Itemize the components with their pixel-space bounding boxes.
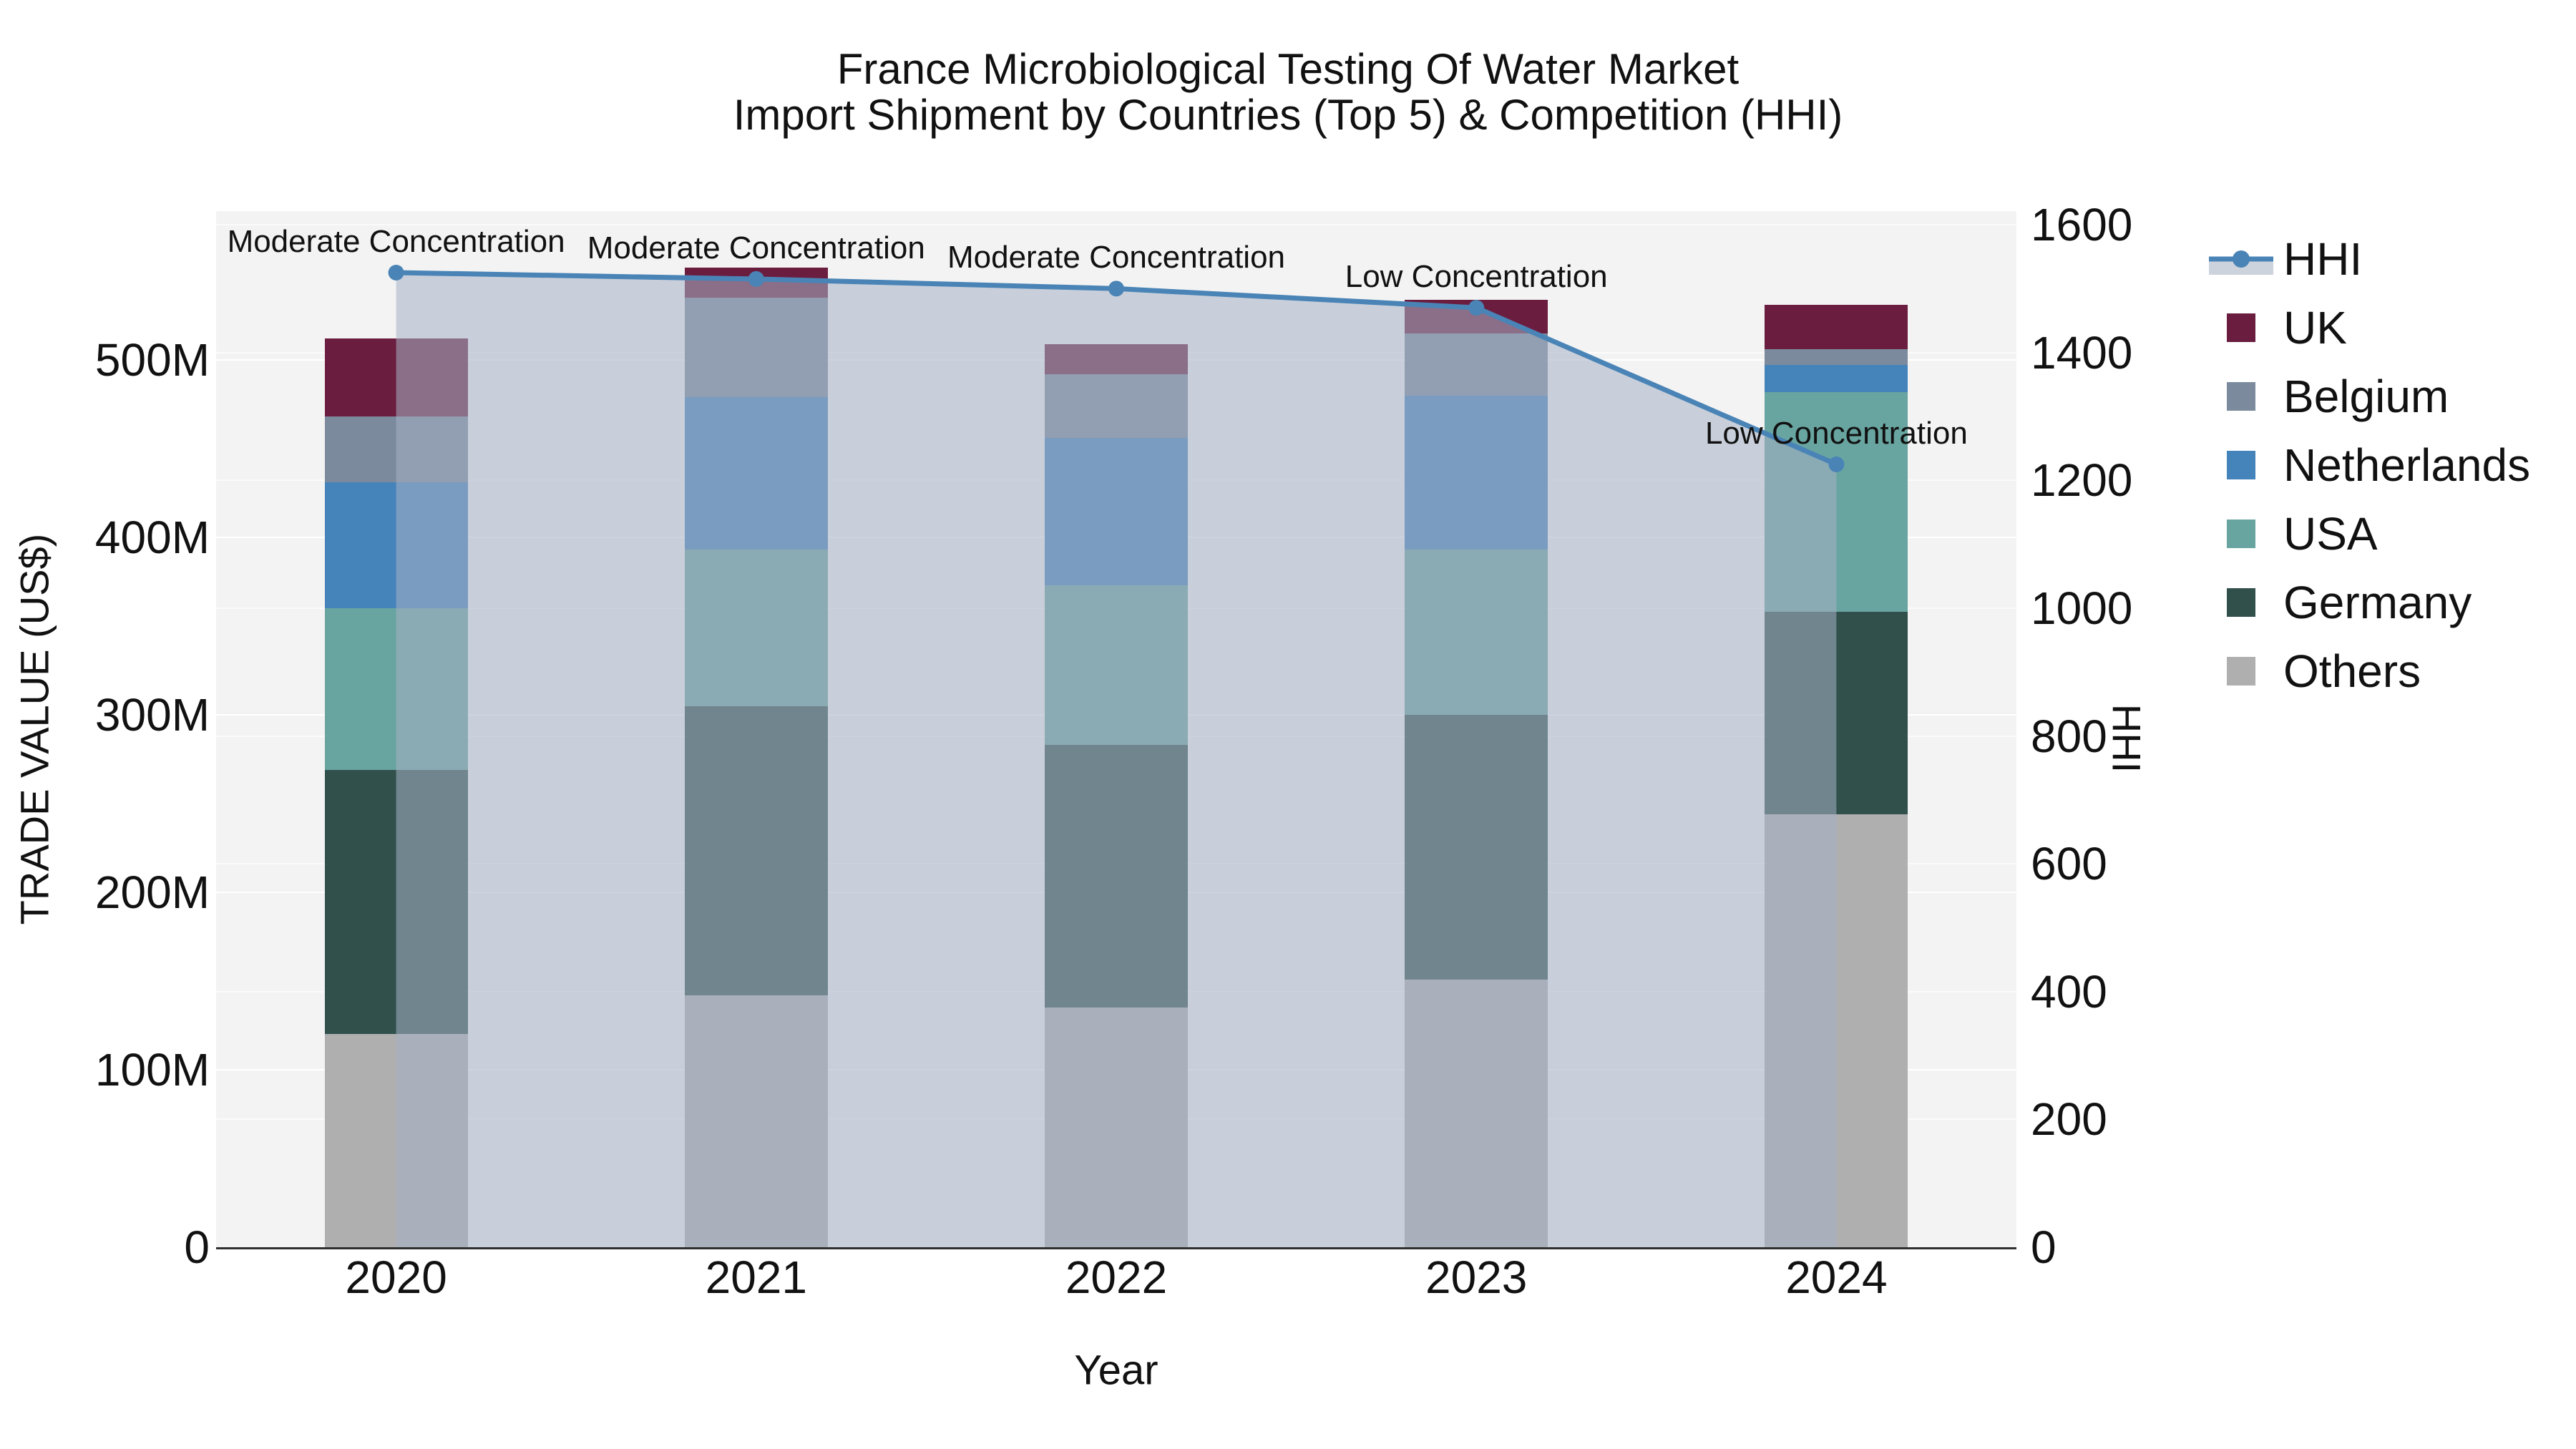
legend-label-netherlands: Netherlands	[2283, 439, 2531, 491]
others-swatch-icon	[2209, 637, 2280, 706]
legend-item-hhi[interactable]: HHI	[2209, 225, 2362, 293]
usa-swatch-icon	[2209, 499, 2280, 568]
y-left-tick-400M: 400M	[94, 512, 210, 563]
legend-label-germany: Germany	[2283, 577, 2472, 628]
bar-segment-germany-2022[interactable]	[1045, 745, 1188, 1008]
y-left-tick-500M: 500M	[94, 334, 210, 386]
legend-label-usa: USA	[2283, 508, 2378, 560]
y-right-tick-1400: 1400	[2031, 326, 2133, 379]
bar-segment-uk-2021[interactable]	[684, 268, 828, 298]
bar-segment-uk-2024[interactable]	[1765, 305, 1908, 350]
hhi-line-icon	[2209, 225, 2280, 293]
y-right-tick-0: 0	[2031, 1221, 2057, 1273]
annotation-2020: Moderate Concentration	[227, 223, 565, 259]
bar-segment-belgium-2024[interactable]	[1765, 349, 1908, 366]
bar-segment-belgium-2023[interactable]	[1405, 333, 1548, 396]
x-axis-title: Year	[1074, 1347, 1158, 1394]
x-tick-2022[interactable]: 2022	[1065, 1252, 1168, 1303]
bar-segment-germany-2020[interactable]	[324, 769, 468, 1035]
bar-segment-usa-2022[interactable]	[1045, 585, 1188, 746]
legend-item-germany[interactable]: Germany	[2209, 568, 2472, 637]
bar-segment-netherlands-2024[interactable]	[1765, 365, 1908, 392]
bar-segment-netherlands-2020[interactable]	[324, 482, 468, 609]
x-axis-line	[216, 1247, 2016, 1249]
bar-segment-others-2023[interactable]	[1405, 979, 1548, 1247]
x-tick-2024[interactable]: 2024	[1785, 1252, 1888, 1303]
netherlands-swatch	[2227, 451, 2255, 479]
chart-title-line2: Import Shipment by Countries (Top 5) & C…	[733, 91, 1843, 139]
y-axis-right-title: HHI	[2104, 703, 2150, 774]
y-left-tick-0: 0	[184, 1221, 210, 1273]
legend-label-belgium: Belgium	[2283, 371, 2449, 422]
y-right-tick-1200: 1200	[2031, 454, 2133, 507]
y-right-tick-200: 200	[2031, 1093, 2107, 1146]
bar-segment-uk-2022[interactable]	[1045, 343, 1188, 374]
legend-label-uk: UK	[2283, 302, 2347, 353]
bar-segment-others-2022[interactable]	[1045, 1008, 1188, 1247]
bar-segment-uk-2023[interactable]	[1405, 299, 1548, 333]
uk-swatch	[2227, 313, 2255, 342]
chart-title-line1: France Microbiological Testing Of Water …	[836, 45, 1740, 93]
y-right-tick-400: 400	[2031, 965, 2107, 1018]
bar-segment-germany-2023[interactable]	[1405, 715, 1548, 980]
bar-segment-belgium-2021[interactable]	[684, 298, 828, 398]
germany-swatch-icon	[2209, 568, 2280, 637]
bar-segment-belgium-2022[interactable]	[1045, 374, 1188, 439]
legend-item-netherlands[interactable]: Netherlands	[2209, 431, 2530, 499]
legend-item-belgium[interactable]: Belgium	[2209, 362, 2449, 431]
bar-segment-others-2020[interactable]	[324, 1034, 468, 1247]
y-right-tick-600: 600	[2031, 838, 2107, 890]
x-tick-2021[interactable]: 2021	[705, 1252, 807, 1303]
annotation-2024: Low Concentration	[1704, 415, 1968, 451]
bar-segment-others-2024[interactable]	[1765, 814, 1908, 1247]
y-right-tick-800: 800	[2031, 710, 2107, 762]
y-left-tick-100M: 100M	[94, 1044, 210, 1096]
bar-segment-netherlands-2021[interactable]	[684, 397, 828, 550]
hhi-legend-glyph	[2209, 250, 2273, 275]
legend-label-others: Others	[2283, 645, 2421, 697]
legend-item-usa[interactable]: USA	[2209, 499, 2378, 568]
germany-swatch	[2227, 588, 2255, 617]
others-swatch	[2227, 657, 2255, 686]
belgium-swatch-icon	[2209, 362, 2280, 431]
bar-segment-germany-2024[interactable]	[1765, 612, 1908, 814]
annotation-2021: Moderate Concentration	[587, 230, 925, 265]
netherlands-swatch-icon	[2209, 431, 2280, 499]
legend-item-others[interactable]: Others	[2209, 637, 2421, 706]
bar-segment-netherlands-2023[interactable]	[1405, 395, 1548, 550]
y-axis-left-title: TRADE VALUE (US$)	[11, 533, 57, 925]
bar-segment-usa-2023[interactable]	[1405, 550, 1548, 715]
bar-segment-germany-2021[interactable]	[684, 706, 828, 995]
bar-segment-netherlands-2022[interactable]	[1045, 438, 1188, 585]
bar-segment-belgium-2020[interactable]	[324, 416, 468, 483]
y-right-tick-1600: 1600	[2031, 199, 2133, 250]
x-tick-2023[interactable]: 2023	[1425, 1252, 1528, 1303]
annotation-2023: Low Concentration	[1345, 259, 1608, 295]
uk-swatch-icon	[2209, 293, 2280, 362]
annotation-2022: Moderate Concentration	[947, 240, 1286, 275]
usa-swatch	[2227, 519, 2255, 548]
belgium-swatch	[2227, 382, 2255, 411]
bar-segment-usa-2021[interactable]	[684, 550, 828, 706]
x-tick-2020[interactable]: 2020	[345, 1252, 447, 1303]
legend-item-uk[interactable]: UK	[2209, 293, 2347, 362]
bar-segment-others-2021[interactable]	[684, 995, 828, 1247]
gridline-hhi	[216, 224, 2016, 225]
bar-segment-usa-2020[interactable]	[324, 608, 468, 770]
y-right-tick-1000: 1000	[2031, 582, 2133, 634]
bar-segment-uk-2020[interactable]	[324, 338, 468, 417]
y-left-tick-200M: 200M	[94, 867, 210, 918]
y-left-tick-300M: 300M	[94, 689, 210, 741]
legend-label-hhi: HHI	[2283, 233, 2363, 285]
